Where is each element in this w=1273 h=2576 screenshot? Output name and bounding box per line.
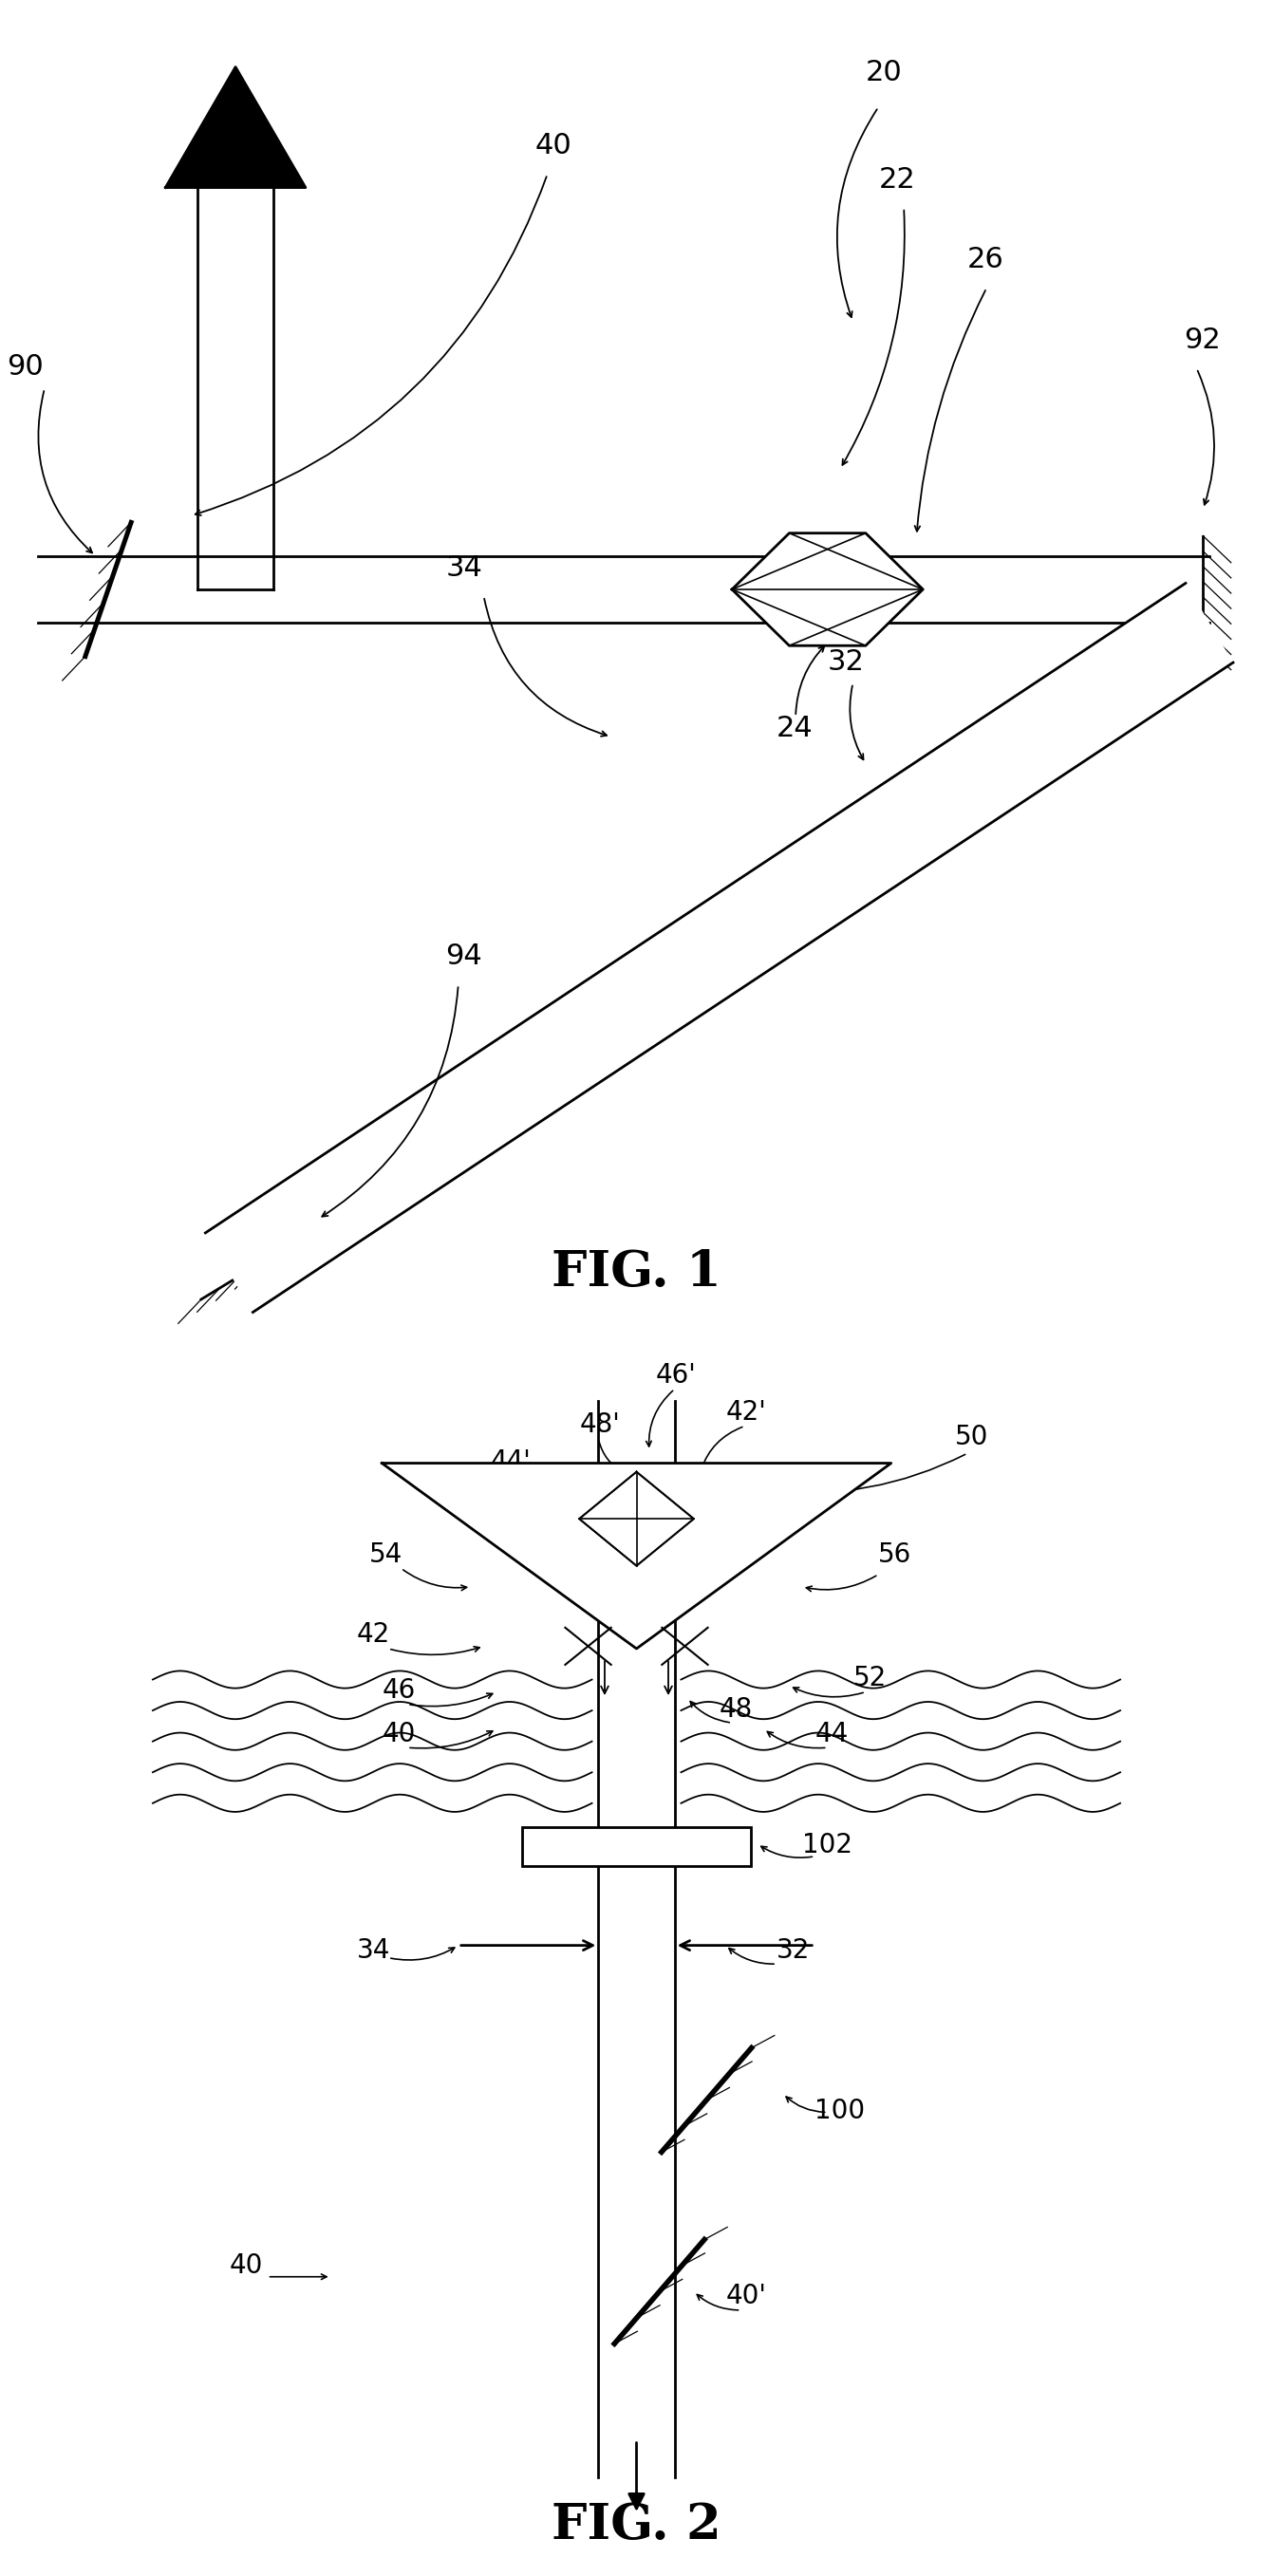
Bar	[598, 1401, 675, 2478]
Text: 44': 44'	[490, 1448, 531, 1476]
Polygon shape	[382, 1463, 891, 1649]
Text: 52: 52	[853, 1664, 886, 1692]
Text: 40: 40	[535, 131, 572, 160]
Text: 42': 42'	[726, 1399, 766, 1425]
Text: 40': 40'	[726, 2282, 766, 2311]
Text: 56: 56	[878, 1540, 911, 1569]
Text: 54: 54	[369, 1540, 402, 1569]
Bar	[522, 1826, 751, 1865]
Text: 32: 32	[777, 1937, 810, 1963]
Polygon shape	[732, 533, 923, 647]
Text: 24: 24	[777, 716, 813, 742]
Polygon shape	[205, 582, 1234, 1311]
Text: 26: 26	[967, 247, 1004, 273]
Text: FIG. 1: FIG. 1	[551, 1247, 722, 1296]
Text: 94: 94	[446, 943, 482, 971]
Text: 92: 92	[1184, 327, 1221, 353]
Text: 34: 34	[356, 1937, 390, 1963]
Text: 90: 90	[6, 353, 43, 381]
Text: 22: 22	[878, 165, 915, 193]
Text: 46: 46	[382, 1677, 415, 1703]
Text: 40: 40	[382, 1721, 415, 1747]
Text: 50: 50	[955, 1425, 988, 1450]
Text: 102: 102	[802, 1832, 853, 1857]
Polygon shape	[165, 67, 306, 188]
Polygon shape	[579, 1471, 694, 1566]
Text: 100: 100	[815, 2097, 866, 2125]
Text: 20: 20	[866, 59, 903, 85]
Text: 46': 46'	[656, 1363, 696, 1388]
Text: 40: 40	[229, 2251, 262, 2280]
Text: 32: 32	[827, 649, 864, 675]
Text: 48: 48	[719, 1695, 752, 1723]
Text: 34: 34	[446, 554, 482, 582]
Text: 44: 44	[815, 1721, 848, 1747]
Text: FIG. 2: FIG. 2	[551, 2501, 722, 2550]
Text: 42: 42	[356, 1620, 390, 1649]
Text: 48': 48'	[579, 1412, 620, 1437]
